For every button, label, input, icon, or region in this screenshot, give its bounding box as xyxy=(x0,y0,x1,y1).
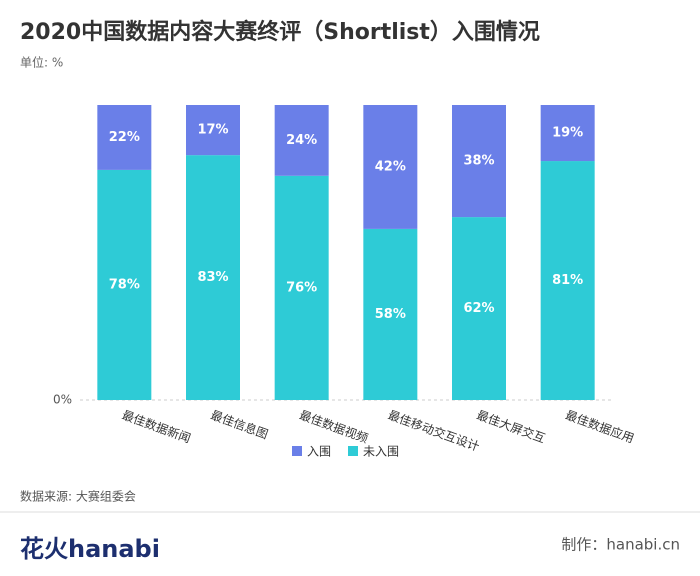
legend-swatch xyxy=(292,446,302,456)
bar-segment xyxy=(274,175,329,400)
bar-segment xyxy=(452,217,506,400)
x-tick-label: 最佳数据应用 xyxy=(563,407,636,446)
value-label: 24% xyxy=(286,133,317,148)
value-label: 78% xyxy=(109,277,140,292)
x-tick-label: 最佳数据视频 xyxy=(297,407,370,446)
x-tick-label: 最佳信息图 xyxy=(209,407,271,442)
value-label: 19% xyxy=(552,126,583,141)
bar-segment xyxy=(186,105,240,156)
value-label: 81% xyxy=(552,273,583,288)
value-label: 17% xyxy=(197,123,228,138)
bar-segment xyxy=(540,161,595,400)
bar-segment xyxy=(452,105,506,218)
bar-segment xyxy=(363,105,418,229)
value-label: 62% xyxy=(463,301,494,316)
bar-segment xyxy=(540,105,595,162)
value-label: 42% xyxy=(375,159,406,174)
value-label: 83% xyxy=(197,270,228,285)
bar-segment xyxy=(97,105,152,170)
bar-segment xyxy=(97,169,152,400)
x-tick-label: 最佳数据新闻 xyxy=(120,407,193,446)
x-tick-label: 最佳移动交互设计 xyxy=(386,407,481,454)
bar-segment xyxy=(363,228,418,400)
x-tick-label: 最佳大屏交互 xyxy=(475,407,548,446)
credit: 制作：hanabi.cn xyxy=(561,536,680,554)
chart-title: 2020中国数据内容大赛终评（Shortlist）入围情况 xyxy=(20,19,540,45)
value-label: 58% xyxy=(375,307,406,322)
chart-subtitle: 单位: % xyxy=(20,55,63,70)
legend-label: 未入围 xyxy=(363,445,399,459)
legend-swatch xyxy=(348,446,358,456)
logo: 花火hanabi xyxy=(20,535,160,563)
value-label: 38% xyxy=(463,154,494,169)
source: 数据来源: 大赛组委会 xyxy=(20,489,136,504)
value-label: 22% xyxy=(109,130,140,145)
bar-segment xyxy=(186,155,240,400)
y-tick-label: 0% xyxy=(53,393,72,407)
bar-segment xyxy=(274,105,329,176)
legend-label: 入围 xyxy=(307,445,331,459)
value-label: 76% xyxy=(286,280,317,295)
